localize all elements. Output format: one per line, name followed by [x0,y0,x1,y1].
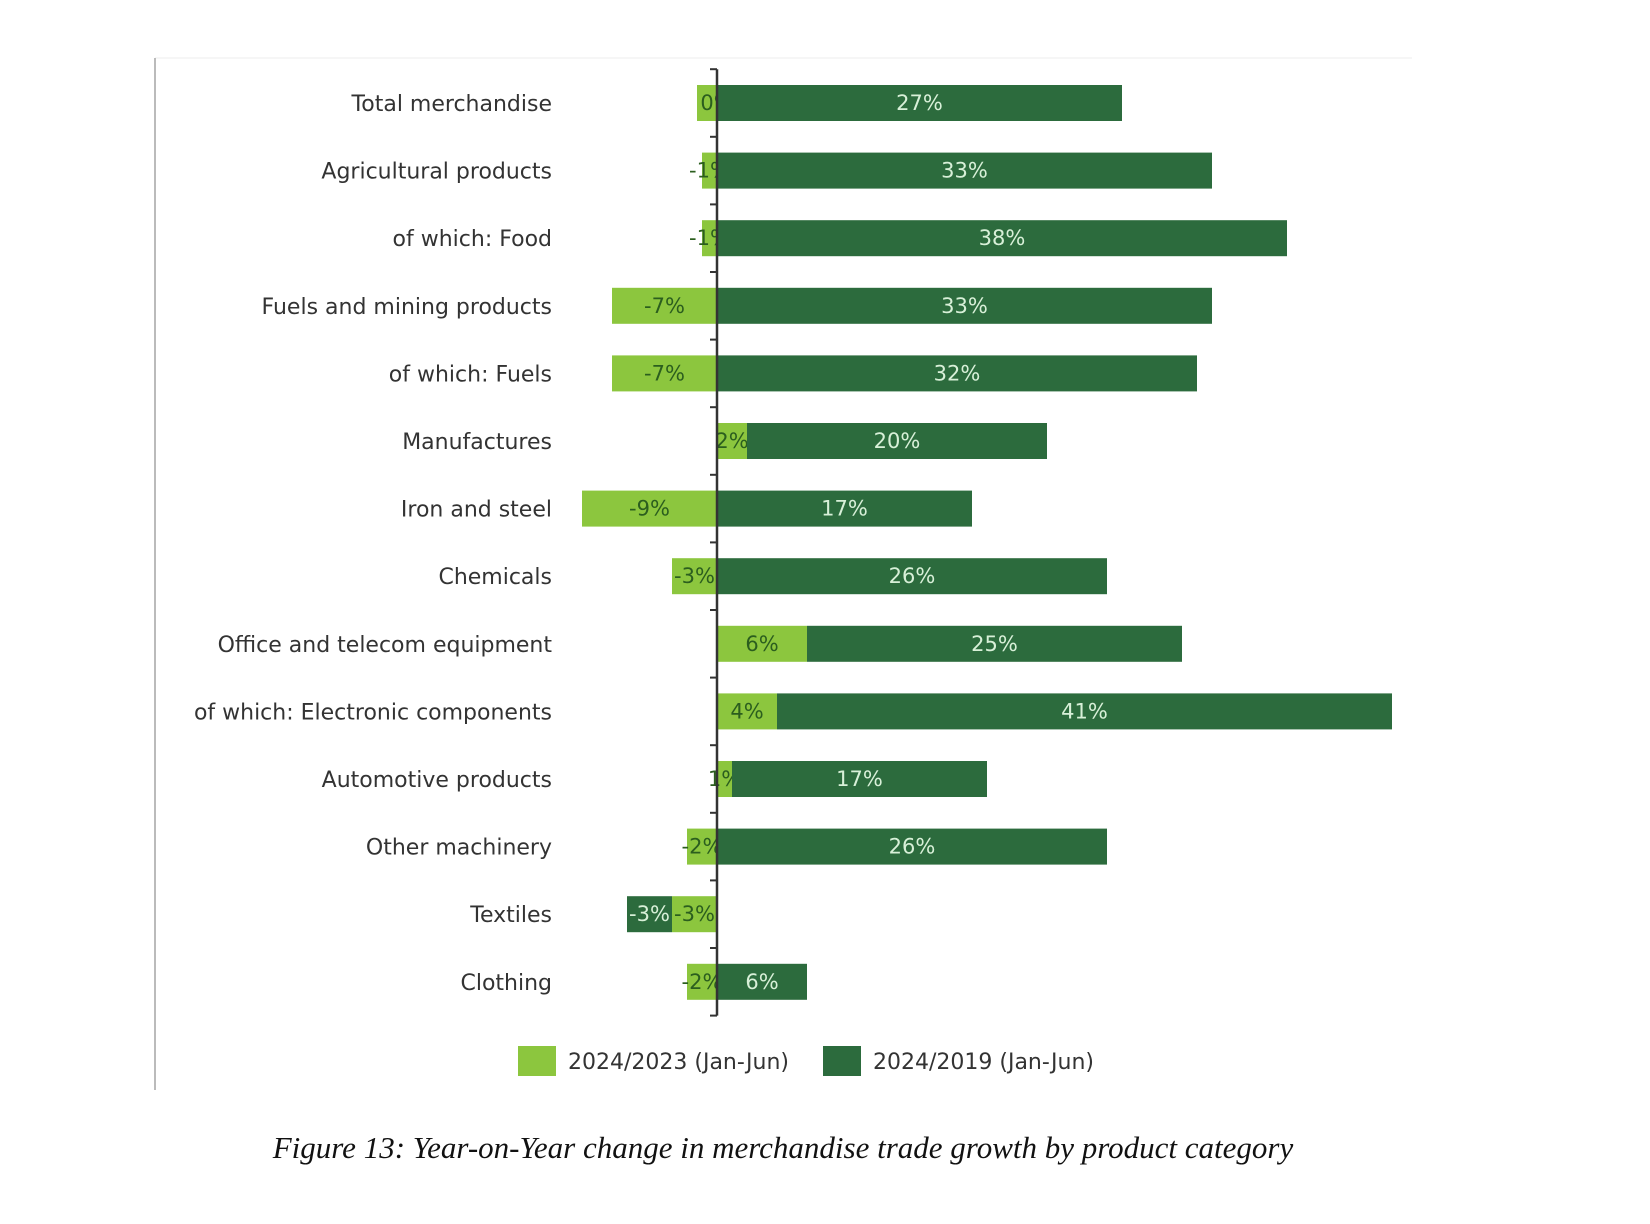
bar-2024-2019 [717,152,1212,189]
legend-swatch [518,1046,556,1076]
data-label: 26% [889,564,936,588]
legend-swatch [823,1046,861,1076]
category-label: Automotive products [322,768,552,793]
bar-2024-2023 [717,423,747,459]
bar-2024-2019 [807,625,1182,662]
bar-2024-2019 [717,85,1122,121]
bar-2024-2023 [687,828,717,865]
category-label: Chemicals [438,565,552,590]
data-label: 6% [745,970,778,994]
data-label: 4% [730,699,763,723]
data-label: -7% [644,361,685,385]
data-label: 33% [941,159,988,183]
data-label: 17% [836,767,883,791]
category-label: of which: Food [393,227,552,252]
category-label: Agricultural products [321,160,552,185]
data-label: 26% [889,835,936,859]
bar-2024-2019 [717,490,972,527]
category-label: Other machinery [366,836,552,861]
category-label: Fuels and mining products [262,295,552,320]
bar-2024-2023 [717,761,732,797]
category-label: of which: Electronic components [194,700,552,725]
data-label: -2% [682,835,723,859]
bar-2024-2019 [777,693,1392,730]
bar-2024-2019 [717,220,1287,257]
bar-2024-2023 [672,558,717,595]
category-label: Clothing [460,971,552,996]
data-label: 41% [1061,699,1108,723]
data-label: -2% [682,970,723,994]
data-label: 20% [874,429,921,453]
category-label: Manufactures [402,430,552,455]
figure-caption: Figure 13: Year-on-Year change in mercha… [272,1130,1294,1165]
data-label: 38% [979,226,1026,250]
data-label: 6% [745,632,778,656]
data-label: 25% [971,632,1018,656]
bar-2024-2023 [702,152,717,189]
data-label: -3% [629,902,670,926]
data-label: 32% [934,361,981,385]
bar-2024-2019 [627,896,672,933]
bar-2024-2019 [717,558,1107,595]
data-label: 17% [821,497,868,521]
bar-2024-2023 [672,896,717,933]
bar-2024-2019 [717,963,807,1000]
bar-2024-2023 [717,693,777,730]
category-label: Total merchandise [351,92,552,117]
bar-2024-2019 [717,828,1107,865]
bar-2024-2023 [582,490,717,527]
bar-2024-2019 [747,423,1047,459]
category-label: Iron and steel [401,498,552,523]
data-label: -9% [629,497,670,521]
bar-2024-2019 [717,287,1212,324]
category-label: of which: Fuels [389,362,552,387]
data-label: -3% [674,902,715,926]
bar-2024-2023 [612,355,717,392]
bar-2024-2023 [612,287,717,324]
bar-2024-2023 [717,625,807,662]
data-label: 27% [896,91,943,115]
legend-label: 2024/2019 (Jan-Jun) [873,1050,1094,1075]
bar-2024-2019 [717,355,1197,392]
bar-2024-2023 [702,220,717,257]
category-label: Office and telecom equipment [218,633,553,658]
legend-label: 2024/2023 (Jan-Jun) [568,1050,789,1075]
bar-2024-2023 [687,963,717,1000]
data-label: -3% [674,564,715,588]
bar-2024-2019 [732,761,987,797]
data-label: -7% [644,294,685,318]
data-label: 2% [715,429,748,453]
category-label: Textiles [469,903,552,928]
data-label: 33% [941,294,988,318]
